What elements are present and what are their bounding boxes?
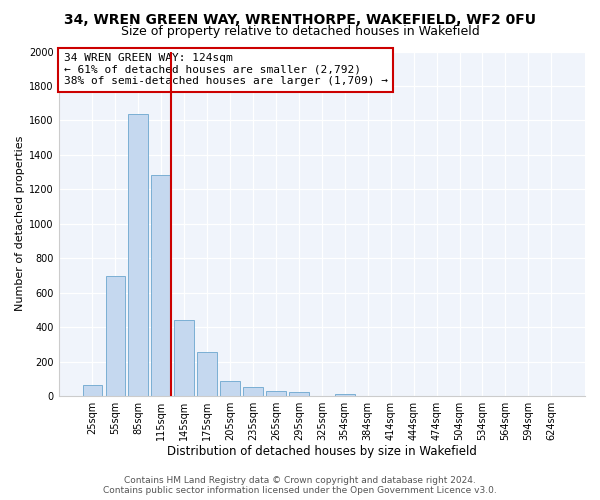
Bar <box>151 174 171 396</box>
Bar <box>266 391 286 396</box>
Bar <box>220 380 240 396</box>
Bar <box>197 352 217 396</box>
Text: Size of property relative to detached houses in Wakefield: Size of property relative to detached ho… <box>121 25 479 38</box>
Bar <box>83 385 102 396</box>
Text: Contains HM Land Registry data © Crown copyright and database right 2024.: Contains HM Land Registry data © Crown c… <box>124 476 476 485</box>
Text: Contains public sector information licensed under the Open Government Licence v3: Contains public sector information licen… <box>103 486 497 495</box>
Bar <box>289 392 308 396</box>
Bar <box>175 320 194 396</box>
Text: 34, WREN GREEN WAY, WRENTHORPE, WAKEFIELD, WF2 0FU: 34, WREN GREEN WAY, WRENTHORPE, WAKEFIEL… <box>64 12 536 26</box>
Bar <box>106 276 125 396</box>
Bar <box>128 114 148 396</box>
Bar <box>335 394 355 396</box>
X-axis label: Distribution of detached houses by size in Wakefield: Distribution of detached houses by size … <box>167 444 477 458</box>
Y-axis label: Number of detached properties: Number of detached properties <box>15 136 25 312</box>
Bar <box>243 387 263 396</box>
Text: 34 WREN GREEN WAY: 124sqm
← 61% of detached houses are smaller (2,792)
38% of se: 34 WREN GREEN WAY: 124sqm ← 61% of detac… <box>64 53 388 86</box>
